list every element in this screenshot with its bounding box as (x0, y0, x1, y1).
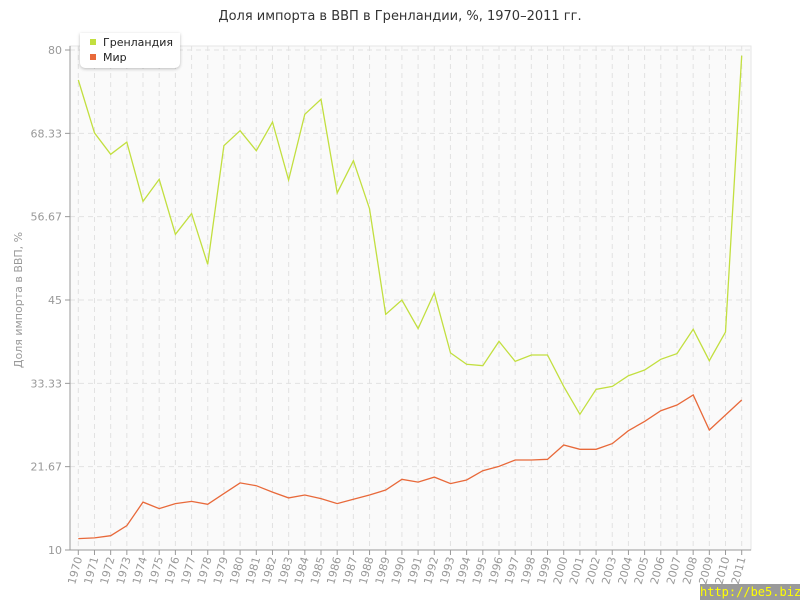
y-tick-label: 33.33 (31, 377, 63, 390)
legend: Гренландия Мир (80, 33, 180, 68)
y-tick-label: 21.67 (31, 461, 63, 474)
legend-item-world[interactable]: Мир (90, 51, 127, 65)
y-axis-label: Доля импорта в ВВП, % (12, 232, 25, 368)
legend-swatch (90, 39, 96, 45)
plot-area (69, 45, 752, 551)
series-line-greenland (77, 55, 743, 416)
legend-item-greenland[interactable]: Гренландия (90, 36, 173, 50)
legend-label: Гренландия (103, 36, 173, 49)
y-tick-label: 10 (48, 544, 62, 557)
legend-swatch (90, 54, 96, 60)
y-tick-label: 56.67 (31, 211, 63, 224)
chart-title: Доля импорта в ВВП в Гренландии, %, 1970… (218, 9, 582, 24)
y-tick-label: 80 (48, 44, 62, 57)
y-tick-label: 45 (48, 294, 62, 307)
y-tick-label: 68.33 (31, 127, 63, 140)
legend-label: Мир (103, 51, 127, 64)
watermark-link[interactable]: http://be5.biz/ (700, 584, 800, 600)
series-line-world (78, 394, 743, 540)
